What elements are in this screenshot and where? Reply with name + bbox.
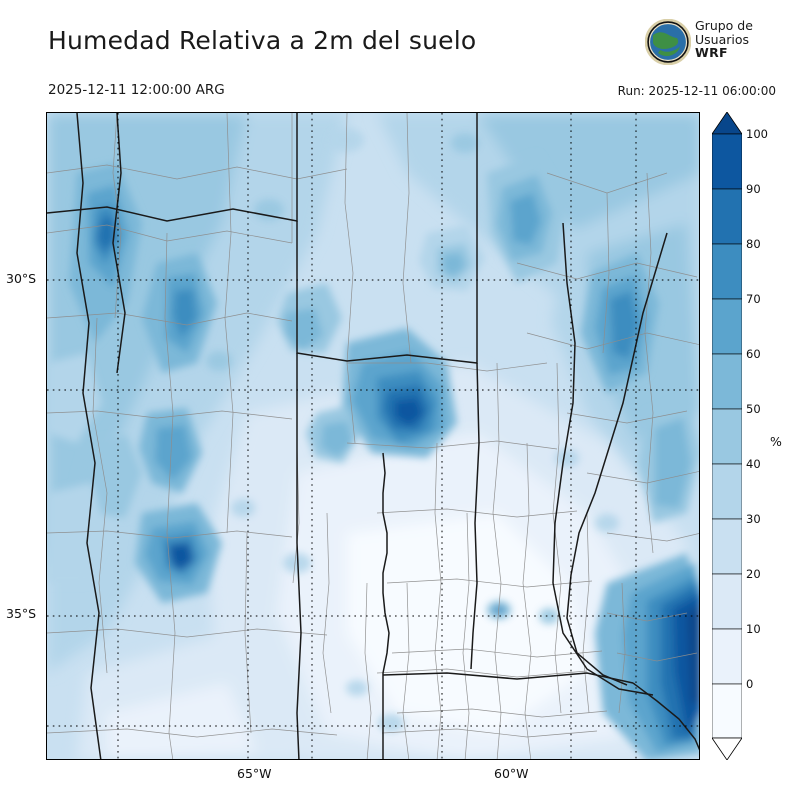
page-title: Humedad Relativa a 2m del suelo [48, 26, 477, 55]
colorbar-tick-0: 0 [746, 677, 754, 691]
colorbar-tick-80: 80 [746, 237, 761, 251]
graticule [47, 113, 699, 759]
run-time-label: Run: 2025-12-11 06:00:00 [617, 84, 776, 98]
logo-line-1: Grupo de [695, 18, 753, 33]
colorbar-tick-100: 100 [746, 127, 768, 141]
colorbar-tick-70: 70 [746, 292, 761, 306]
colorbar-tick-90: 90 [746, 182, 761, 196]
colorbar-tick-40: 40 [746, 457, 761, 471]
lat-label-35s: 35°S [6, 606, 37, 621]
logo-line-3: WRF [695, 45, 728, 60]
map-canvas[interactable] [46, 112, 700, 760]
colorbar-tick-60: 60 [746, 347, 761, 361]
country-borders [47, 113, 699, 759]
lat-label-30s: 30°S [6, 271, 37, 286]
admin-boundaries [47, 113, 699, 759]
colorbar-tick-20: 20 [746, 567, 761, 581]
colorbar-unit-label: % [770, 434, 782, 449]
lon-label-65w: 65°W [237, 766, 272, 781]
logo-line-2: Usuarios [695, 31, 750, 47]
colorbar-tick-50: 50 [746, 402, 761, 416]
colorbar-tick-10: 10 [746, 622, 761, 636]
valid-time-label: 2025-12-11 12:00:00 ARG [48, 82, 225, 98]
logo-text: Grupo de Usuarios WRF [695, 19, 753, 60]
logo: Grupo de Usuarios WRF [645, 17, 775, 67]
colorbar-tick-30: 30 [746, 512, 761, 526]
globe-icon [645, 19, 691, 65]
colorbar [712, 112, 742, 760]
humidity-field [47, 113, 699, 759]
lon-label-60w: 60°W [494, 766, 529, 781]
